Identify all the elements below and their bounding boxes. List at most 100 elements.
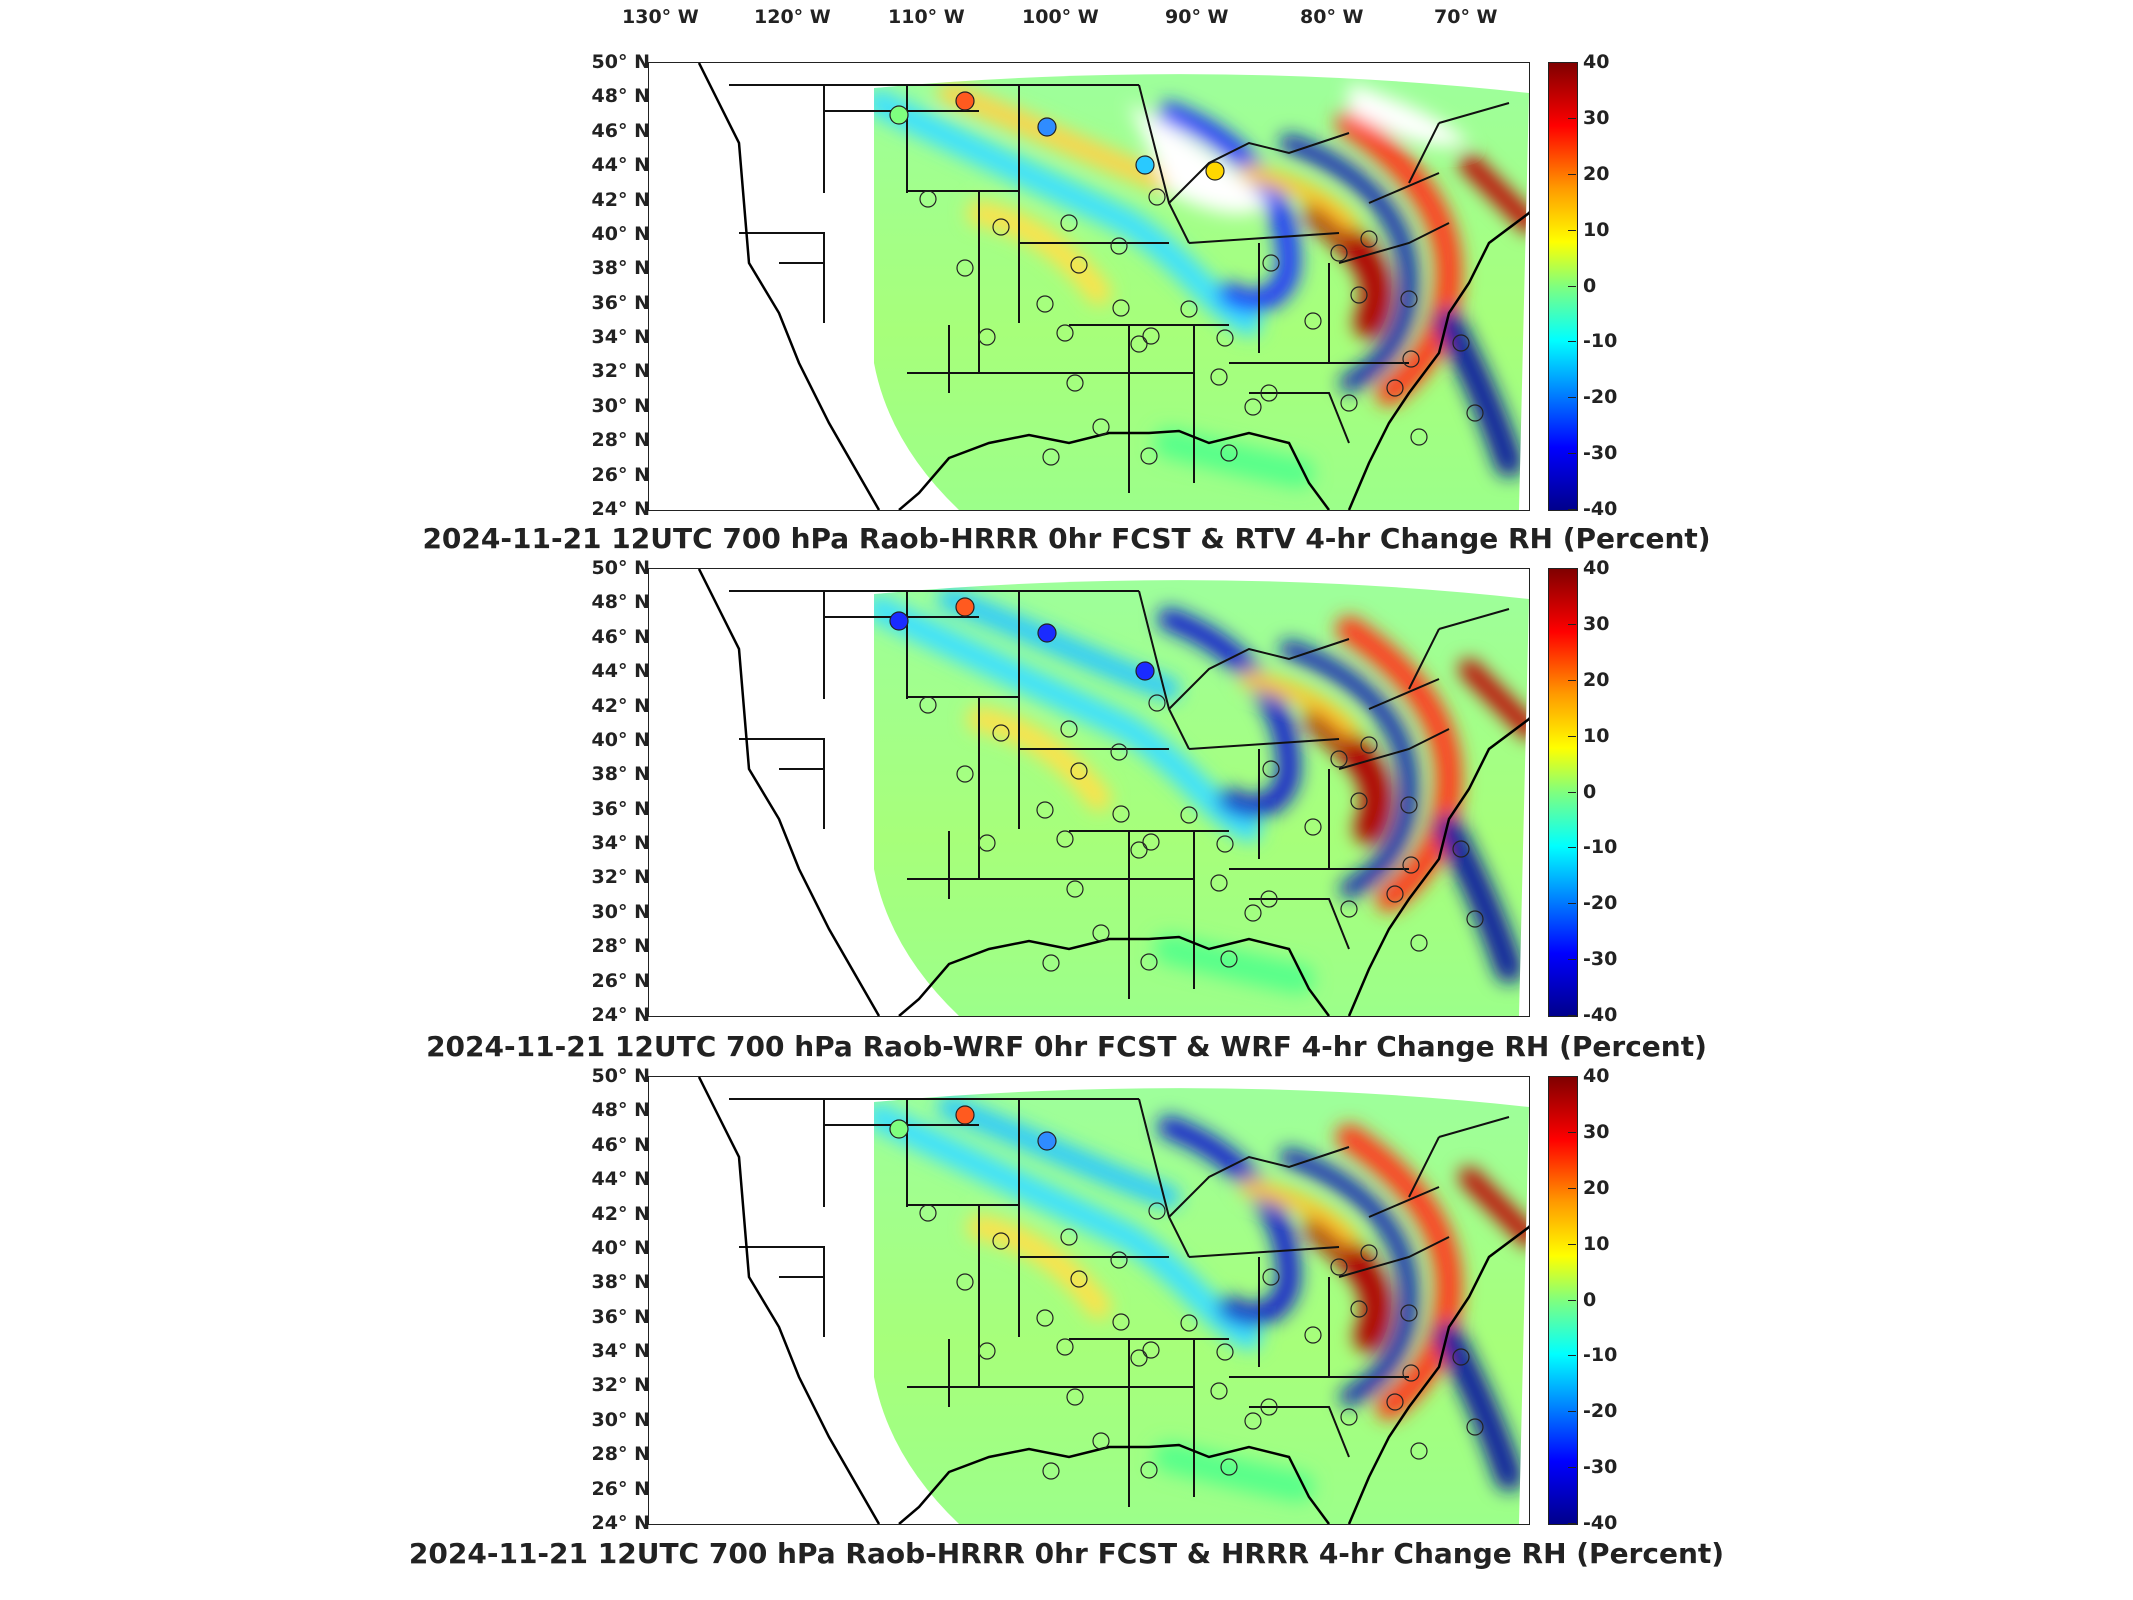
rh-change-feature — [1240, 164, 1358, 232]
raob-station-marker — [1220, 1458, 1238, 1476]
lat-label: 24° N — [591, 1512, 650, 1534]
state-border — [1249, 628, 1450, 950]
raob-station-marker — [956, 765, 974, 783]
raob-station-marker — [1386, 1393, 1404, 1411]
colorbar-tickmark — [1568, 341, 1576, 343]
rh-change-feature — [1459, 659, 1529, 739]
raob-station-marker — [1400, 290, 1418, 308]
map-panel — [648, 568, 1530, 1017]
raob-station-marker — [1036, 801, 1054, 819]
raob-difference-marker — [1135, 155, 1155, 175]
state-border — [907, 1099, 1194, 1388]
colorbar-tick-label: -20 — [1583, 892, 1618, 915]
rh-change-feature — [874, 596, 1262, 842]
colorbar-tick-label: -10 — [1583, 1344, 1618, 1367]
raob-station-marker — [1110, 743, 1128, 761]
colorbar-tick-label: 40 — [1583, 1065, 1610, 1087]
colorbar-tickmark — [1568, 623, 1576, 625]
rh-change-feature — [874, 1104, 1262, 1350]
rh-change-feature — [1459, 153, 1529, 233]
rh-change-feature — [874, 90, 1262, 336]
coastline — [697, 1077, 1529, 1524]
raob-station-marker — [1262, 760, 1280, 778]
raob-station-marker — [1042, 1462, 1060, 1480]
lon-label: 70° W — [1434, 6, 1498, 28]
state-border — [1249, 1136, 1450, 1458]
raob-station-marker — [1260, 384, 1278, 402]
raob-station-marker — [1110, 237, 1128, 255]
colorbar-tick-label: 10 — [1583, 1232, 1610, 1255]
coastline-segment — [898, 935, 1331, 1016]
raob-station-marker — [1220, 950, 1238, 968]
raob-station-marker — [1360, 736, 1378, 754]
colorbar-tick-label: -40 — [1583, 1004, 1618, 1026]
panel-title: 2024-11-21 12UTC 700 hPa Raob-HRRR 0hr F… — [408, 1537, 1725, 1570]
rh-change-feature — [1304, 198, 1392, 338]
coastline — [697, 63, 1529, 510]
rh-change-feature — [967, 707, 1111, 811]
raob-station-marker — [978, 834, 996, 852]
colorbar-tickmark — [1568, 1523, 1576, 1524]
raob-station-marker — [1244, 904, 1262, 922]
colorbar-tickmark — [1568, 1411, 1576, 1413]
lat-label: 32° N — [591, 360, 650, 383]
rh-change-feature — [938, 82, 1180, 194]
raob-station-marker — [1340, 1408, 1358, 1426]
raob-station-marker — [1304, 312, 1322, 330]
colorbar-tickmark — [1568, 847, 1576, 849]
rh-change-feature — [967, 201, 1111, 305]
lat-label: 38° N — [591, 257, 650, 280]
raob-station-marker — [1060, 214, 1078, 232]
colorbar-tickmark — [1568, 117, 1576, 119]
colorbar-tick-label: -30 — [1583, 442, 1618, 465]
raob-station-marker — [1142, 327, 1160, 345]
coastline — [697, 569, 1529, 1016]
lat-label: 30° N — [591, 900, 650, 923]
lat-label: 32° N — [591, 866, 650, 889]
colorbar-tickmark — [1568, 1243, 1576, 1245]
rh-change-feature — [938, 588, 1180, 700]
raob-station-marker — [1130, 841, 1148, 859]
missing-data-region — [1129, 103, 1269, 214]
panel-title: 2024-11-21 12UTC 700 hPa Raob-HRRR 0hr F… — [422, 522, 1711, 555]
raob-station-marker — [1244, 398, 1262, 416]
raob-station-marker — [1452, 1348, 1470, 1366]
coastline-segment — [898, 429, 1331, 510]
map-canvas — [697, 569, 1529, 1016]
raob-station-marker — [992, 218, 1010, 236]
raob-difference-marker — [1205, 161, 1225, 181]
colorbar-tickmark — [1568, 903, 1576, 905]
lat-label: 24° N — [591, 1004, 650, 1026]
state-border — [948, 830, 1229, 999]
lat-label: 48° N — [591, 85, 650, 108]
lat-label: 26° N — [591, 1477, 650, 1500]
raob-station-marker — [1360, 230, 1378, 248]
raob-station-marker — [919, 696, 937, 714]
raob-station-marker — [1142, 833, 1160, 851]
raob-difference-marker — [955, 1105, 975, 1125]
raob-station-marker — [1216, 835, 1234, 853]
rh-change-feature — [1336, 110, 1463, 406]
state-border — [948, 1338, 1229, 1507]
raob-station-marker — [1066, 1388, 1084, 1406]
lat-label: 36° N — [591, 1305, 650, 1328]
lat-label: 44° N — [591, 154, 650, 177]
map-canvas — [697, 1077, 1529, 1524]
lon-label: 120° W — [754, 6, 831, 28]
raob-station-marker — [1402, 1364, 1420, 1382]
state-border — [907, 85, 1194, 374]
raob-station-marker — [1130, 335, 1148, 353]
raob-station-marker — [1466, 404, 1484, 422]
colorbar-tickmark — [1568, 1299, 1576, 1301]
raob-difference-marker — [889, 105, 909, 125]
raob-station-marker — [1340, 900, 1358, 918]
lat-label: 46° N — [591, 625, 650, 648]
lat-label: 36° N — [591, 291, 650, 314]
colorbar-tickmark — [1568, 679, 1576, 681]
raob-station-marker — [1092, 418, 1110, 436]
raob-difference-marker — [1037, 117, 1057, 137]
raob-station-marker — [1210, 874, 1228, 892]
rh-change-field — [874, 74, 1529, 510]
colorbar-tick-label: -10 — [1583, 836, 1618, 859]
